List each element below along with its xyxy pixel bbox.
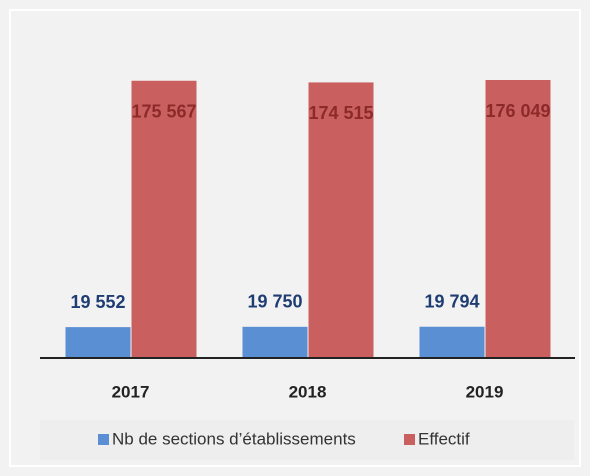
legend-swatch [98, 434, 109, 445]
legend-swatch [404, 434, 415, 445]
data-label: 174 515 [308, 103, 373, 123]
bar [308, 82, 374, 358]
data-label: 19 552 [70, 292, 125, 312]
legend-box [40, 420, 574, 460]
legend-label: Nb de sections d’établissements [112, 429, 356, 448]
data-label: 19 794 [424, 291, 479, 311]
legend-label: Effectif [418, 429, 470, 448]
bar [131, 80, 197, 358]
x-tick-label: 2017 [112, 382, 150, 401]
x-tick-label: 2018 [289, 382, 327, 401]
data-label: 175 567 [131, 102, 196, 122]
bar [242, 326, 308, 358]
x-tick-label: 2019 [466, 382, 504, 401]
frame [9, 9, 581, 467]
data-label: 176 049 [485, 101, 550, 121]
data-label: 19 750 [247, 292, 302, 312]
bar [419, 326, 485, 358]
bar [485, 80, 551, 358]
bar [65, 327, 131, 358]
